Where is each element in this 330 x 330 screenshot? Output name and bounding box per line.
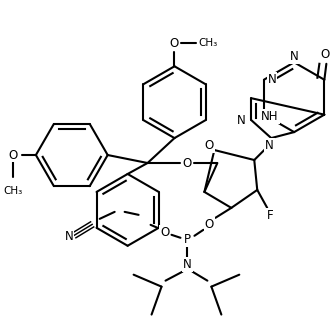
Text: O: O — [205, 139, 214, 151]
Text: N: N — [183, 258, 192, 271]
Text: O: O — [205, 218, 214, 231]
Text: N: N — [265, 139, 274, 151]
Text: NH: NH — [261, 110, 279, 123]
Text: N: N — [268, 73, 276, 86]
Text: CH₃: CH₃ — [198, 38, 218, 49]
Text: O: O — [8, 148, 17, 161]
Text: O: O — [183, 156, 192, 170]
Text: N: N — [237, 114, 246, 127]
Text: O: O — [160, 226, 169, 239]
Text: O: O — [170, 37, 179, 50]
Text: CH₃: CH₃ — [3, 186, 22, 196]
Text: P: P — [184, 233, 191, 246]
Text: N: N — [290, 50, 299, 63]
Text: F: F — [267, 209, 274, 222]
Text: O: O — [321, 48, 330, 61]
Text: N: N — [64, 230, 73, 243]
